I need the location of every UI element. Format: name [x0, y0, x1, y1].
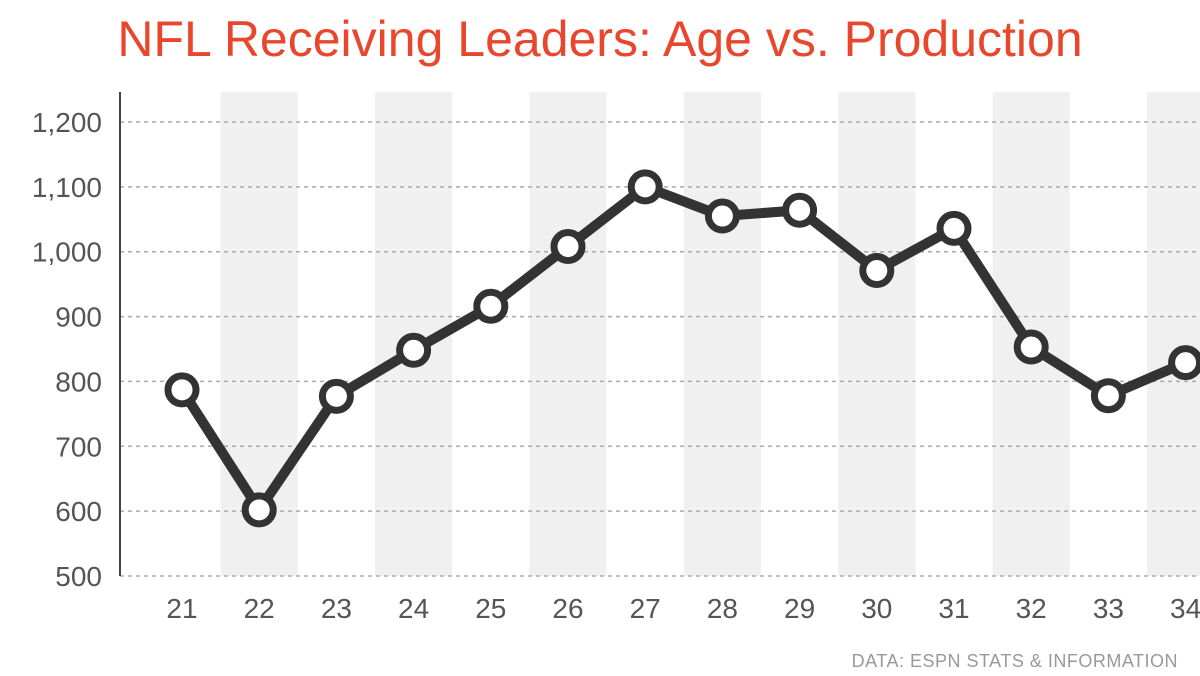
data-point-age-27 [627, 169, 663, 205]
chart-title: NFL Receiving Leaders: Age vs. Productio… [117, 11, 1082, 67]
data-point-age-33 [1090, 378, 1126, 414]
data-point-age-21 [164, 372, 200, 408]
x-axis-ticks: 21 22 23 24 25 26 27 28 29 30 31 32 33 34 [166, 593, 1200, 624]
data-point-age-28 [704, 198, 740, 234]
column-band-26 [529, 92, 607, 576]
column-bands [220, 92, 1200, 576]
source-note: DATA: ESPN STATS & INFORMATION [852, 651, 1178, 671]
x-tick-label-26: 26 [552, 593, 583, 624]
data-point-age-34 [1168, 345, 1200, 381]
x-tick-label-30: 30 [861, 593, 892, 624]
data-point-age-32 [1013, 329, 1049, 365]
y-tick-label-600: 600 [55, 496, 102, 527]
x-tick-label-34: 34 [1170, 593, 1200, 624]
data-point-age-30 [859, 253, 895, 289]
column-band-28 [683, 92, 761, 576]
y-tick-label-800: 800 [55, 366, 102, 397]
y-tick-label-1200: 1,200 [32, 107, 102, 138]
x-tick-label-22: 22 [244, 593, 275, 624]
y-tick-label-500: 500 [55, 561, 102, 592]
x-tick-label-32: 32 [1016, 593, 1047, 624]
x-tick-label-31: 31 [938, 593, 969, 624]
x-tick-label-24: 24 [398, 593, 429, 624]
data-point-age-24 [396, 332, 432, 368]
y-tick-label-1100: 1,100 [32, 172, 102, 203]
data-point-age-26 [550, 229, 586, 265]
data-point-age-22 [241, 492, 277, 528]
x-tick-label-25: 25 [475, 593, 506, 624]
y-tick-label-1000: 1,000 [32, 237, 102, 268]
x-tick-label-33: 33 [1093, 593, 1124, 624]
data-point-age-23 [318, 378, 354, 414]
y-tick-label-900: 900 [55, 302, 102, 333]
x-tick-label-23: 23 [321, 593, 352, 624]
y-tick-label-700: 700 [55, 431, 102, 462]
x-tick-label-28: 28 [707, 593, 738, 624]
data-point-age-31 [936, 210, 972, 246]
x-tick-label-21: 21 [166, 593, 197, 624]
y-axis-ticks: 500 600 700 800 900 1,000 1,100 1,200 [32, 107, 102, 592]
column-band-34 [1147, 92, 1200, 576]
x-tick-label-27: 27 [630, 593, 661, 624]
data-point-age-29 [782, 192, 818, 228]
column-band-30 [838, 92, 916, 576]
data-point-age-25 [473, 288, 509, 324]
x-tick-label-29: 29 [784, 593, 815, 624]
